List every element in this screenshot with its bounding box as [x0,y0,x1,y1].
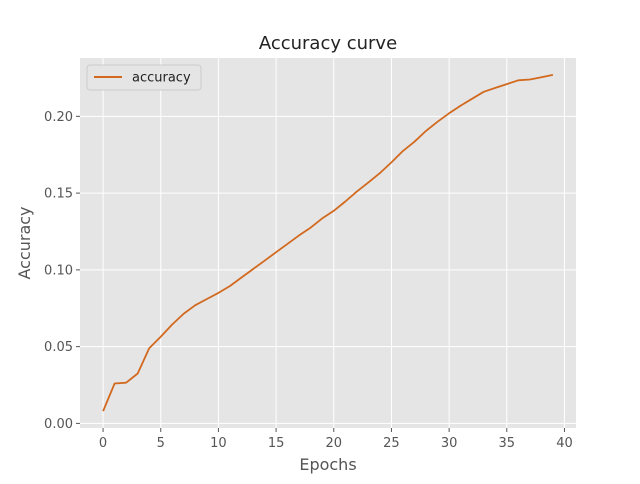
grid-lines [80,58,576,428]
x-tick-label: 40 [556,436,573,451]
y-tick-label: 0.15 [44,187,73,202]
x-tick-label: 30 [441,436,458,451]
chart-title: Accuracy curve [259,33,397,54]
x-tick-label: 35 [499,436,516,451]
x-tick-label: 15 [268,436,285,451]
y-tick-label: 0.10 [44,263,73,278]
y-axis-label: Accuracy [15,206,34,279]
legend: accuracy [86,64,202,91]
series-line-accuracy [102,74,554,412]
axis-ticks: 0 5 10 15 20 25 30 35 40 0.00 0.05 0.10 0.15 0.20 [44,110,573,451]
x-tick-label: 5 [157,436,165,451]
x-tick-label: 0 [99,436,107,451]
x-tick-label: 20 [325,436,342,451]
y-tick-label: 0.00 [44,417,73,432]
y-tick-label: 0.20 [44,110,73,125]
series-layer [102,74,554,412]
legend-label: accuracy [132,71,191,86]
plot-area [80,58,576,428]
x-axis-label: Epochs [299,455,356,474]
legend-box [86,64,202,91]
x-tick-label: 10 [210,436,227,451]
x-tick-label: 25 [383,436,400,451]
y-tick-label: 0.05 [44,340,73,355]
